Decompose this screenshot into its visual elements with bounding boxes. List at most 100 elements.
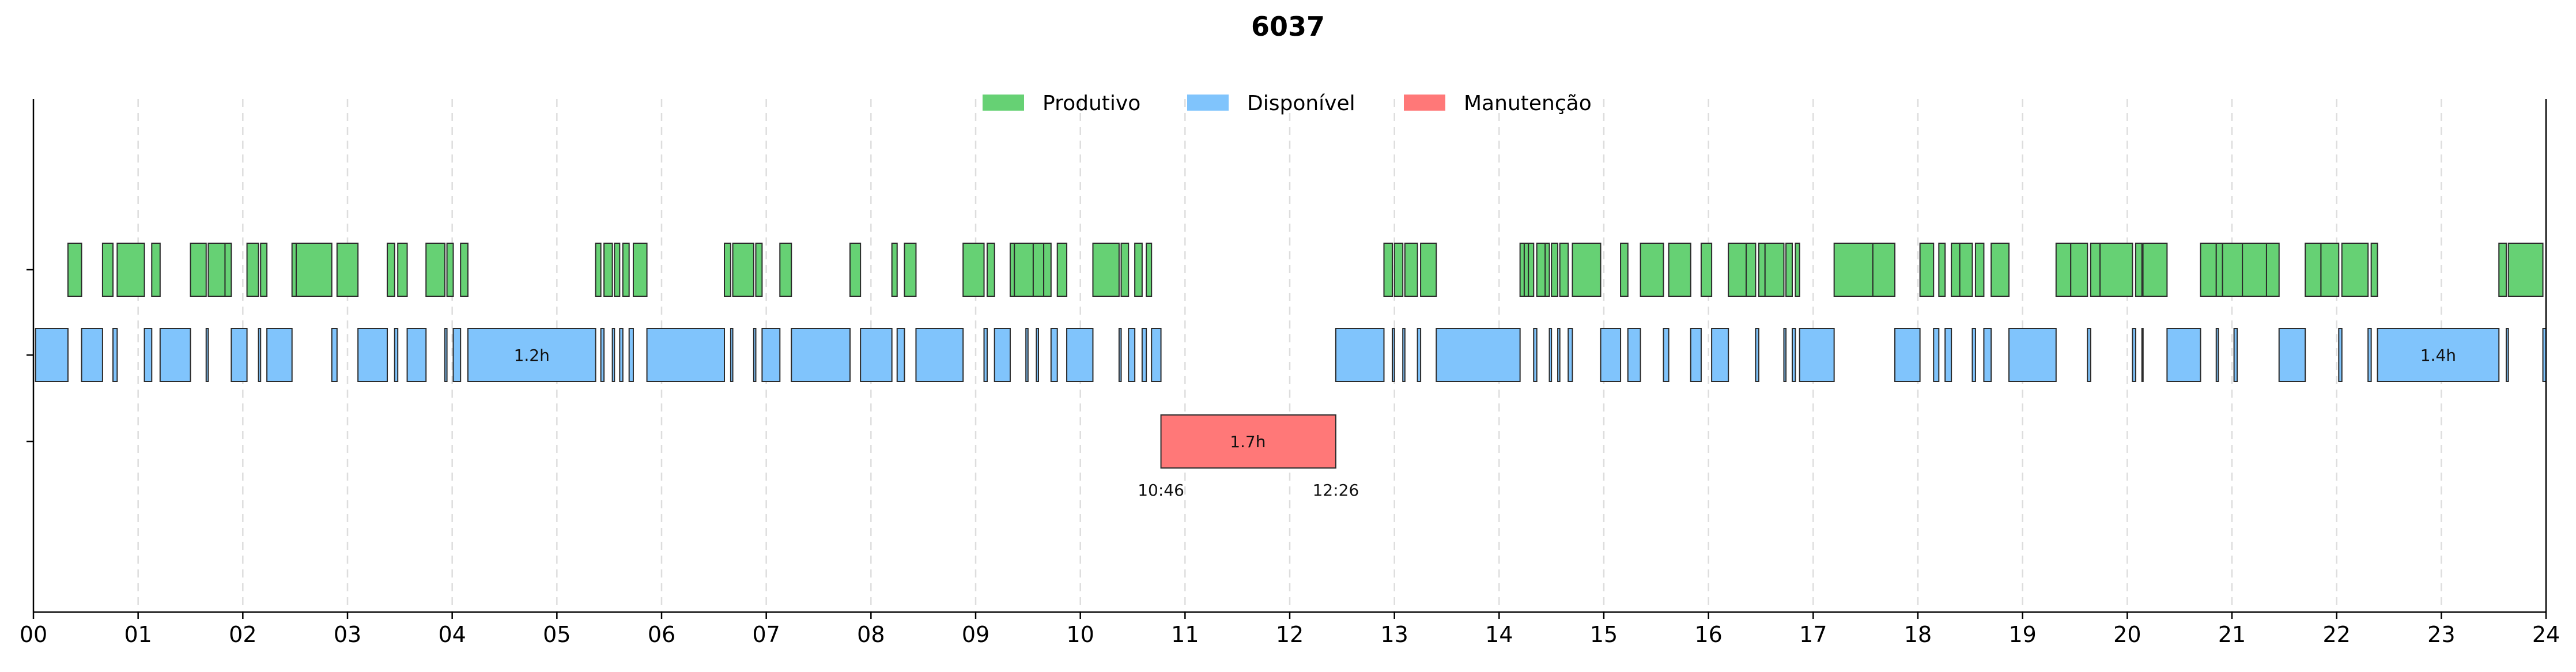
bar-produtivo [2090,243,2101,297]
time-annotation: 10:46 [1138,481,1184,500]
legend-label: Disponível [1247,92,1355,115]
bar-produtivo [1009,243,1015,297]
bar-label: 1.2h [514,346,550,365]
bar-produtivo [101,243,114,297]
bar-produtivo [891,243,898,297]
bar-produtivo [2135,243,2143,297]
bar-produtivo [755,243,763,297]
bar-disponivel [1792,328,1796,382]
bar-disponivel [1392,328,1395,382]
bar-disponivel [1567,328,1573,382]
bar-produtivo [2215,243,2223,297]
bar-produtivo [1559,243,1569,297]
bar-produtivo [1032,243,1045,297]
x-tick-label: 16 [1694,622,1722,647]
bar-produtivo [1620,243,1629,297]
x-tick-label: 01 [124,622,152,647]
bar-disponivel [983,328,988,382]
bar-disponivel [2087,328,2091,382]
bar-produtivo [724,243,731,297]
bar-disponivel [1402,328,1406,382]
bar-produtivo [1746,243,1757,297]
bar-labels: 1.2h 1.4h 1.7h 10:46 12:26 [514,346,2456,500]
bar-produtivo [1014,243,1034,297]
bar-produtivo [1120,243,1130,297]
bar-disponivel [331,328,338,382]
bar-disponivel [1783,328,1787,382]
bar-produtivo [2070,243,2088,297]
x-tick-label: 20 [2113,622,2141,647]
bar-produtivo [1668,243,1691,297]
bar-produtivo [632,243,648,297]
bar-disponivel [406,328,427,382]
bar-produtivo [1758,243,1766,297]
bar-disponivel [1971,328,1976,382]
bar-disponivel [35,328,69,382]
bar-disponivel [2141,328,2144,382]
chart-title: 6037 [1251,11,1325,42]
bar-disponivel [791,328,851,382]
bar-produtivo [207,243,226,297]
bar-disponivel [1128,328,1136,382]
bar-disponivel [600,328,605,382]
bar-disponivel [1417,328,1422,382]
bar-produtivo [1938,243,1946,297]
x-tick-label: 09 [962,622,989,647]
bar-produtivo [2370,243,2378,297]
series-manutencao [1160,414,1336,469]
bar-produtivo [387,243,395,297]
bar-produtivo [1951,243,1961,297]
x-tick-label: 02 [229,622,256,647]
bar-produtivo [1872,243,1896,297]
bar-manutencao [1160,414,1336,469]
bar-disponivel [896,328,905,382]
bar-disponivel [1690,328,1702,382]
x-tick-label: 21 [2218,622,2246,647]
bar-produtivo [2099,243,2133,297]
bar-produtivo [2142,243,2168,297]
legend-swatch [1404,95,1445,111]
bar-produtivo [1523,243,1529,297]
bar-produtivo [1092,243,1120,297]
bar-disponivel [1050,328,1058,382]
bar-disponivel [2215,328,2219,382]
x-tick-label: 07 [752,622,780,647]
bar-disponivel [1036,328,1040,382]
bar-produtivo [1134,243,1143,297]
bar-disponivel [1755,328,1759,382]
bar-disponivel [1933,328,1940,382]
bar-disponivel [357,328,388,382]
bar-produtivo [1785,243,1793,297]
bar-produtivo [224,243,232,297]
bar-produtivo [2507,243,2544,297]
bar-produtivo [260,243,268,297]
bar-produtivo [1572,243,1601,297]
bar-produtivo [1519,243,1525,297]
bar-disponivel [2367,328,2372,382]
bar-produtivo [732,243,754,297]
bar-disponivel [2505,328,2509,382]
bar-produtivo [2055,243,2072,297]
bar-disponivel [266,328,293,382]
series-disponivel [35,328,2547,382]
bar-disponivel [1663,328,1670,382]
bar-produtivo [1551,243,1559,297]
x-tick-label: 23 [2427,622,2455,647]
bar-produtivo [2265,243,2280,297]
bar-disponivel [2278,328,2306,382]
bar-produtivo [1528,243,1535,297]
bar-disponivel [860,328,893,382]
x-tick-label: 04 [438,622,466,647]
x-tick-label: 08 [857,622,885,647]
bar-disponivel [628,328,634,382]
bar-disponivel [2233,328,2238,382]
bar-disponivel [753,328,757,382]
bar-produtivo [397,243,408,297]
bar-disponivel [81,328,103,382]
bar-disponivel [1025,328,1029,382]
x-tick-label: 11 [1171,622,1199,647]
bar-produtivo [246,243,259,297]
bar-produtivo [904,243,917,297]
bar-produtivo [2320,243,2340,297]
bar-produtivo [460,243,469,297]
